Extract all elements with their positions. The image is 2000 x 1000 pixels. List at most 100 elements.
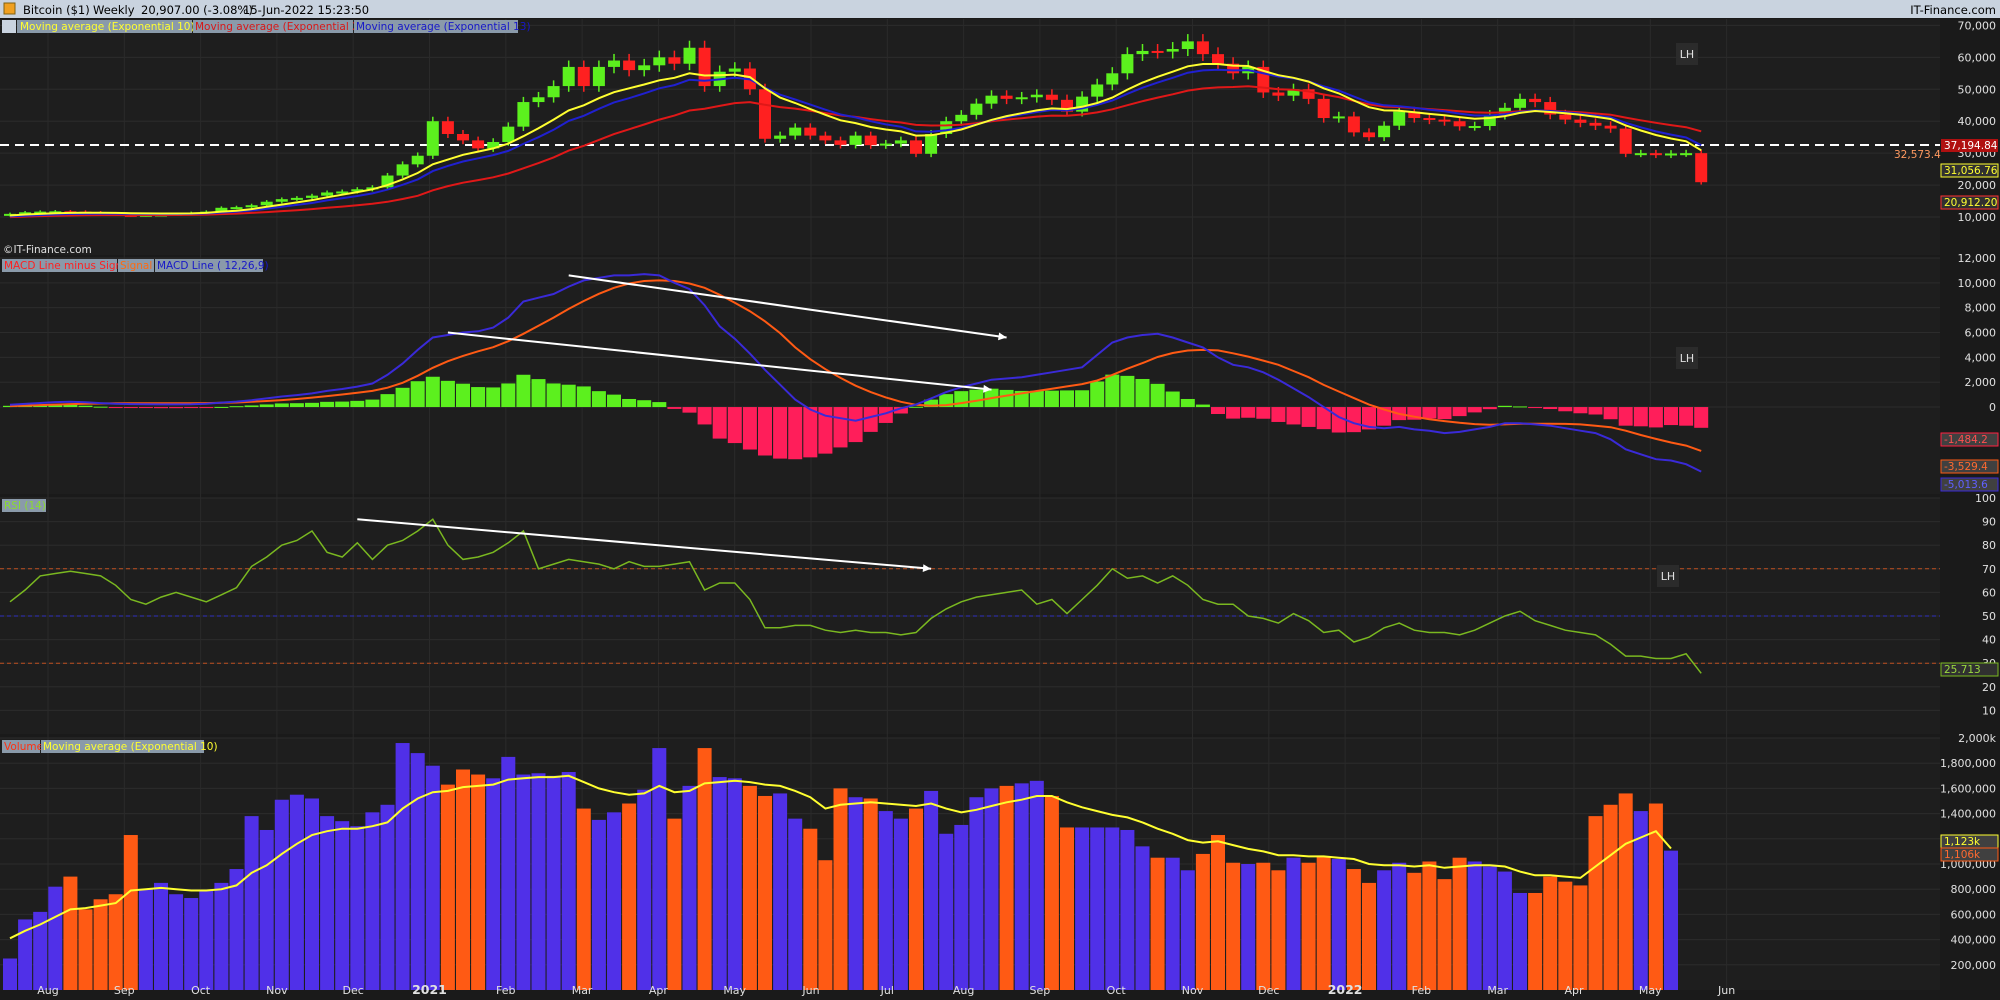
- macd-panel: [0, 258, 1940, 494]
- macd-histogram-bar: [1543, 407, 1558, 410]
- volume-bar: [471, 774, 486, 990]
- volume-bar: [1664, 850, 1678, 990]
- candle-body: [1619, 128, 1632, 154]
- volume-bar: [1075, 827, 1090, 990]
- macd-histogram-bar: [1497, 405, 1512, 408]
- macd-histogram-bar: [878, 407, 893, 423]
- candle-body: [1589, 122, 1602, 126]
- macd-histogram-bar: [1377, 407, 1392, 426]
- rsi-line: [9, 518, 1702, 674]
- volume-legend: Volume Moving average (Exponential 10): [2, 740, 218, 753]
- rsi-tick-label: 80: [1982, 539, 1996, 552]
- macd-histogram-bar: [244, 405, 259, 408]
- candle-body: [1227, 63, 1240, 74]
- macd-histogram-bar: [1256, 407, 1271, 419]
- x-axis-label: 2021: [412, 982, 447, 997]
- candle-body: [668, 57, 681, 64]
- macd-histogram-bar: [1588, 407, 1603, 415]
- volume-tick-label: 1,400,000: [1940, 808, 1996, 821]
- volume-bar: [1044, 795, 1059, 990]
- lh-annotation-rsi: LH: [1661, 570, 1675, 583]
- candle-body: [1000, 95, 1013, 99]
- candle-body: [789, 127, 802, 136]
- candle-body: [970, 103, 983, 115]
- macd-histogram-bar: [440, 380, 455, 408]
- axes-labels: 10,00020,00030,00040,00050,00060,00070,0…: [37, 19, 1996, 997]
- candle-body: [1181, 41, 1194, 50]
- hline-label: 32,573.4: [1894, 149, 1941, 161]
- volume-tick-label: 1,800,000: [1940, 757, 1996, 770]
- price-tick-label: 10,000: [1958, 211, 1997, 224]
- macd-histogram-bar: [1075, 390, 1090, 408]
- macd-tick-label: 4,000: [1965, 351, 1997, 364]
- candle-body: [351, 189, 364, 192]
- volume-bar: [244, 816, 259, 990]
- candle-body: [1166, 49, 1179, 52]
- macd-histogram-bar: [410, 381, 425, 408]
- x-axis-label: Apr: [649, 984, 669, 997]
- macd-histogram-bar: [667, 407, 682, 409]
- legend-macd-line: MACD Line ( 12,26,9): [157, 260, 269, 272]
- volume-bar: [878, 811, 893, 990]
- rsi-badge: 25.713: [1940, 662, 1999, 677]
- volume-bar: [1180, 870, 1195, 990]
- volume-bar: [33, 911, 48, 990]
- macd-histogram-bar: [546, 383, 561, 408]
- macd-histogram-bar: [848, 407, 863, 443]
- macd-histogram-bar: [1513, 406, 1527, 408]
- macd-tick-label: 0: [1989, 401, 1996, 414]
- volume-bar: [1513, 892, 1527, 990]
- macd-histogram-bar: [259, 404, 274, 408]
- price-tick-label: 20,000: [1958, 179, 1997, 192]
- volume-bar: [516, 774, 531, 990]
- volume-bar: [229, 869, 244, 990]
- macd-histogram-bar: [138, 407, 153, 409]
- volume-bar: [305, 798, 319, 990]
- lh-box-price: [1676, 43, 1698, 65]
- candle-body: [547, 86, 560, 98]
- volume-bar: [1467, 861, 1482, 990]
- volume-bar: [818, 860, 833, 990]
- volume-bar: [697, 748, 712, 990]
- candle-body: [1332, 116, 1345, 119]
- price-tick-label: 70,000: [1958, 19, 1997, 32]
- macd-histogram-bar: [1648, 407, 1663, 428]
- candle-body: [1121, 54, 1134, 74]
- legend-volume-ema: Moving average (Exponential 10): [43, 741, 218, 753]
- macd-histogram-bar: [1044, 390, 1059, 408]
- macd-histogram-bar: [1226, 407, 1241, 419]
- macd-histogram-bar: [607, 394, 621, 408]
- macd-histogram-bar: [1195, 404, 1210, 408]
- volume-bar: [1558, 881, 1573, 990]
- volume-bar: [154, 882, 168, 990]
- volume-bar: [591, 819, 606, 990]
- volume-bar: [1452, 857, 1467, 990]
- candle-body: [1680, 153, 1693, 156]
- legend-ema13: Moving average (Exponential 13): [356, 21, 531, 33]
- volume-bar: [289, 794, 304, 990]
- watermark: ©IT-Finance.com: [3, 244, 92, 256]
- macd-histogram-bar: [154, 407, 168, 409]
- rsi-series: [0, 518, 1940, 674]
- x-axis-label: Sep: [1030, 984, 1051, 997]
- macd-histogram-bar: [758, 407, 772, 456]
- volume-bar: [954, 824, 969, 990]
- candle-body: [411, 155, 424, 165]
- candle-body: [608, 60, 620, 67]
- candle-body: [1393, 111, 1406, 126]
- macd-histogram-bar: [773, 407, 788, 459]
- rsi-tick-label: 60: [1982, 586, 1996, 599]
- x-axis-label: May: [723, 984, 746, 997]
- volume-bar: [833, 788, 848, 990]
- x-axis-label: May: [1639, 984, 1662, 997]
- macd-histogram-bar: [1603, 407, 1618, 420]
- candle-body: [1468, 126, 1481, 129]
- candle-body: [1347, 116, 1360, 133]
- volume-bar: [727, 778, 742, 990]
- macd-tick-label: 8,000: [1965, 302, 1997, 315]
- macd-histogram-bar: [622, 398, 637, 408]
- candle-body: [1302, 89, 1315, 99]
- legend-macd-hist: MACD Line minus Signal: [4, 260, 132, 272]
- macd-histogram-bar: [833, 407, 848, 448]
